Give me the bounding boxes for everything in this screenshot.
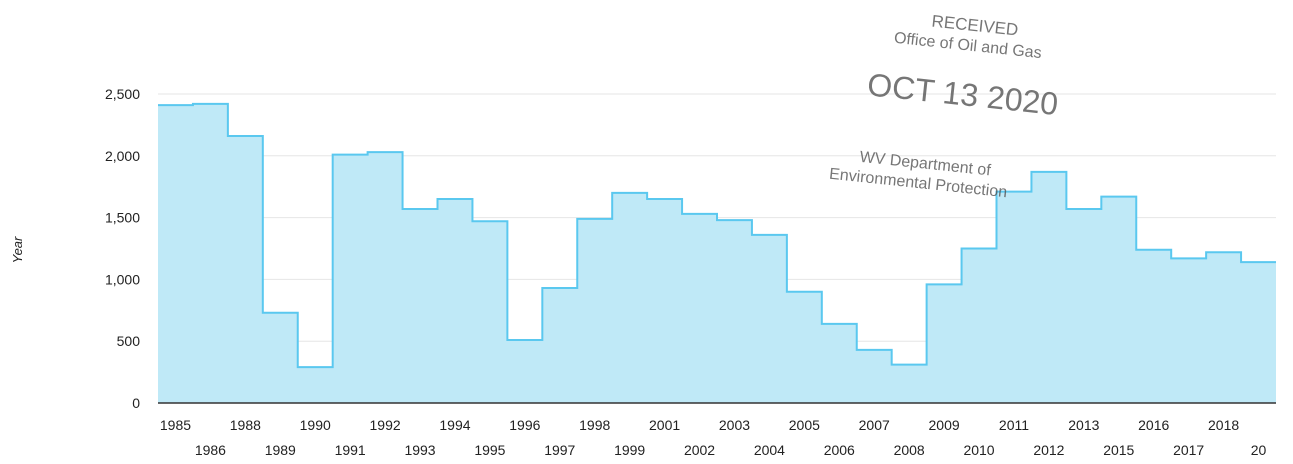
x-tick-label: 2010 bbox=[963, 442, 994, 458]
x-tick-label: 1997 bbox=[544, 442, 575, 458]
x-tick-label: 1991 bbox=[335, 442, 366, 458]
data-step-2018 bbox=[1206, 252, 1241, 403]
data-step-1999 bbox=[612, 193, 647, 403]
x-tick-label: 2002 bbox=[684, 442, 715, 458]
data-step-2003 bbox=[717, 220, 752, 403]
data-step-20 bbox=[1241, 262, 1276, 403]
data-step-2015 bbox=[1101, 197, 1136, 403]
y-tick-label: 500 bbox=[117, 333, 141, 349]
data-step-2002 bbox=[682, 214, 717, 403]
x-tick-label: 2006 bbox=[824, 442, 855, 458]
data-area bbox=[158, 102, 1276, 404]
x-tick-label: 2003 bbox=[719, 417, 750, 433]
x-tick-label: 2012 bbox=[1033, 442, 1064, 458]
x-tick-label: 1985 bbox=[160, 417, 191, 433]
x-tick-label: 2011 bbox=[999, 417, 1029, 433]
x-tick-label: 1995 bbox=[474, 442, 505, 458]
x-tick-label: 2017 bbox=[1173, 442, 1204, 458]
x-tick-label: 2005 bbox=[789, 417, 820, 433]
data-step-1991 bbox=[333, 155, 368, 403]
x-tick-label: 2001 bbox=[649, 417, 680, 433]
x-tick-label: 20 bbox=[1251, 442, 1267, 458]
area-fill bbox=[158, 103, 1276, 403]
x-tick-label: 2018 bbox=[1208, 417, 1239, 433]
data-step-1997 bbox=[542, 288, 577, 403]
x-tick-label: 1999 bbox=[614, 442, 645, 458]
data-step-2008 bbox=[892, 365, 927, 403]
data-step-2001 bbox=[647, 199, 682, 403]
data-step-2012 bbox=[1031, 172, 1066, 403]
data-step-2005 bbox=[787, 292, 822, 403]
data-step-1990 bbox=[298, 367, 333, 403]
x-tick-label: 1990 bbox=[300, 417, 331, 433]
data-step-2009 bbox=[927, 284, 962, 403]
y-axis-label: Year bbox=[10, 236, 25, 263]
data-step-2004 bbox=[752, 235, 787, 403]
x-tick-label: 2008 bbox=[894, 442, 925, 458]
x-tick-label: 1992 bbox=[370, 417, 401, 433]
series-line bbox=[158, 102, 1276, 369]
data-step-1992 bbox=[368, 152, 403, 403]
y-tick-label: 1,000 bbox=[105, 271, 140, 287]
data-step-2006 bbox=[822, 324, 857, 403]
x-tick-label: 1998 bbox=[579, 417, 610, 433]
data-step-2011 bbox=[997, 192, 1032, 403]
x-tick-label: 2013 bbox=[1068, 417, 1099, 433]
data-step-1986 bbox=[193, 104, 228, 403]
x-tick-label: 2016 bbox=[1138, 417, 1169, 433]
x-tick-label: 1988 bbox=[230, 417, 261, 433]
data-step-1989 bbox=[263, 313, 298, 403]
data-step-2017 bbox=[1171, 258, 1206, 403]
data-step-1985 bbox=[158, 105, 193, 403]
x-tick-label: 1994 bbox=[439, 417, 470, 433]
data-step-1994 bbox=[438, 199, 473, 403]
data-step-1995 bbox=[472, 221, 507, 403]
data-step-2007 bbox=[857, 350, 892, 403]
x-tick-label: 1993 bbox=[404, 442, 435, 458]
x-tick-label: 1989 bbox=[265, 442, 296, 458]
data-step-2016 bbox=[1136, 250, 1171, 403]
stamp-line-3: OCT 13 2020 bbox=[866, 66, 1060, 122]
data-step-2013 bbox=[1066, 209, 1101, 403]
stamp-line-2: Office of Oil and Gas bbox=[893, 30, 1042, 62]
y-tick-label: 2,000 bbox=[105, 148, 140, 164]
y-tick-label: 1,500 bbox=[105, 210, 140, 226]
data-step-1998 bbox=[577, 219, 612, 403]
x-axis: 1985198619881989199019911992199319941995… bbox=[158, 402, 1276, 458]
x-tick-label: 2004 bbox=[754, 442, 785, 458]
y-tick-label: 2,500 bbox=[105, 86, 140, 102]
x-tick-label: 1996 bbox=[509, 417, 540, 433]
x-tick-label: 2007 bbox=[859, 417, 890, 433]
data-step-1996 bbox=[507, 340, 542, 403]
y-tick-label: 0 bbox=[132, 395, 140, 411]
x-tick-label: 2015 bbox=[1103, 442, 1134, 458]
x-tick-label: 1986 bbox=[195, 442, 226, 458]
data-step-1988 bbox=[228, 136, 263, 403]
y-axis: 0 500 1,000 1,500 2,000 2,500 bbox=[105, 86, 140, 411]
x-tick-label: 2009 bbox=[929, 417, 960, 433]
data-step-1993 bbox=[403, 209, 438, 403]
data-step-2010 bbox=[962, 249, 997, 404]
